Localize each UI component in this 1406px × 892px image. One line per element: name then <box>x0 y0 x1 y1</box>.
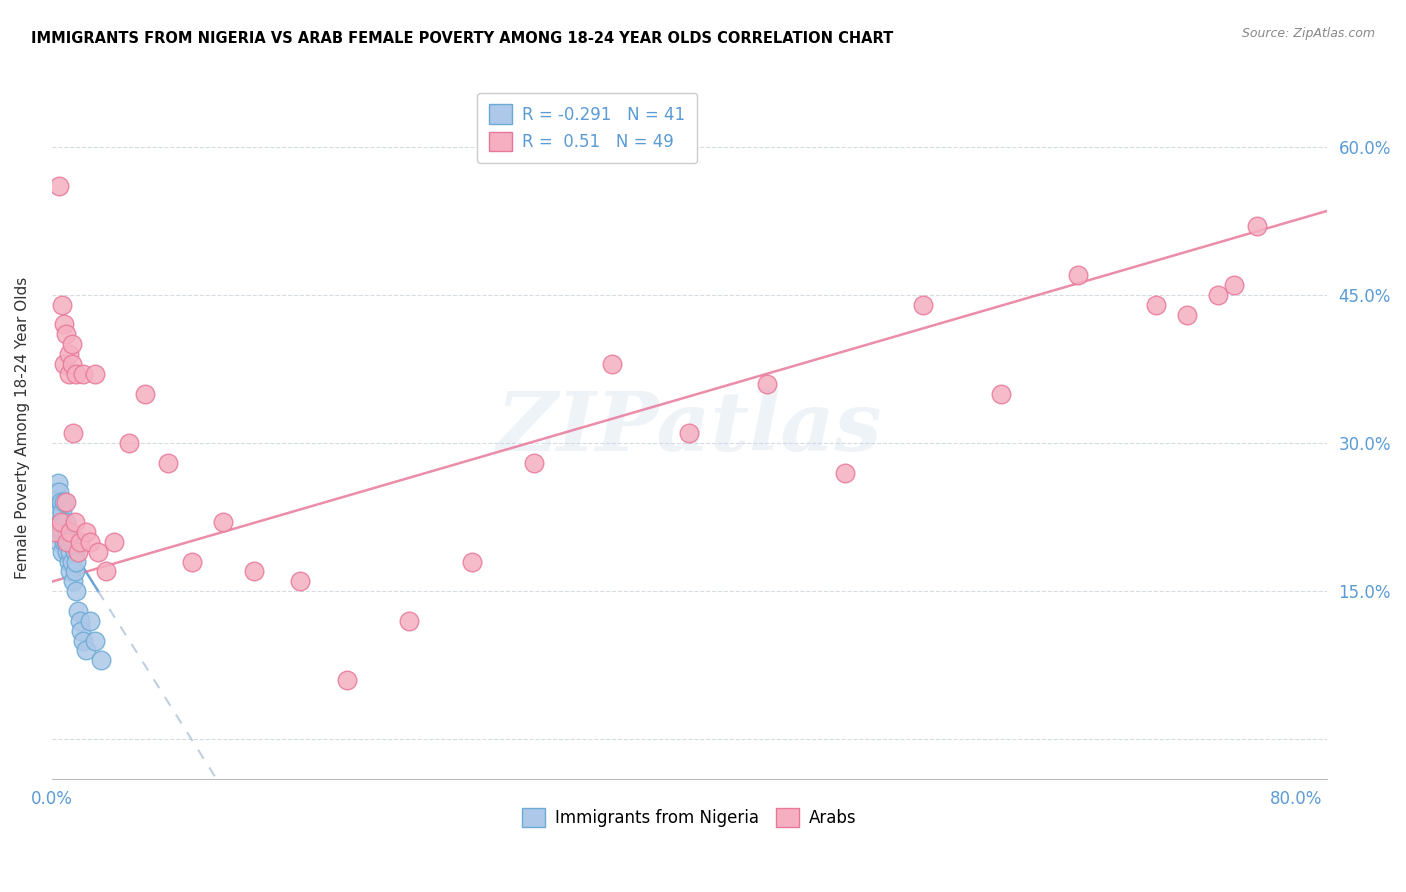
Point <box>44 495 66 509</box>
Point <box>94 565 117 579</box>
Point <box>55 534 77 549</box>
Point <box>103 534 125 549</box>
Point <box>157 456 180 470</box>
Point <box>51 505 73 519</box>
Point <box>62 426 84 441</box>
Point <box>62 574 84 589</box>
Point <box>87 544 110 558</box>
Point <box>60 337 83 351</box>
Point <box>48 485 70 500</box>
Y-axis label: Female Poverty Among 18-24 Year Olds: Female Poverty Among 18-24 Year Olds <box>15 277 30 579</box>
Point <box>1223 277 1246 292</box>
Point <box>72 633 94 648</box>
Point <box>523 456 546 470</box>
Point <box>65 555 87 569</box>
Point <box>75 524 97 539</box>
Point <box>69 534 91 549</box>
Point <box>58 555 80 569</box>
Point <box>63 544 86 558</box>
Point <box>56 524 79 539</box>
Point <box>46 515 69 529</box>
Point <box>60 555 83 569</box>
Point <box>58 367 80 381</box>
Point <box>1144 298 1167 312</box>
Point <box>398 614 420 628</box>
Point <box>336 673 359 687</box>
Point <box>65 584 87 599</box>
Point <box>84 633 107 648</box>
Point <box>69 614 91 628</box>
Point <box>58 534 80 549</box>
Point <box>460 555 482 569</box>
Point <box>48 179 70 194</box>
Text: IMMIGRANTS FROM NIGERIA VS ARAB FEMALE POVERTY AMONG 18-24 YEAR OLDS CORRELATION: IMMIGRANTS FROM NIGERIA VS ARAB FEMALE P… <box>31 31 893 46</box>
Point <box>834 466 856 480</box>
Point <box>756 376 779 391</box>
Point <box>49 495 72 509</box>
Point <box>53 357 76 371</box>
Point <box>63 515 86 529</box>
Point <box>45 485 67 500</box>
Point <box>1175 308 1198 322</box>
Point <box>59 565 82 579</box>
Point <box>49 515 72 529</box>
Point <box>180 555 202 569</box>
Point <box>600 357 623 371</box>
Point <box>44 515 66 529</box>
Point <box>678 426 700 441</box>
Point <box>51 298 73 312</box>
Point <box>49 524 72 539</box>
Point <box>63 565 86 579</box>
Point <box>79 534 101 549</box>
Point <box>51 524 73 539</box>
Point <box>290 574 312 589</box>
Point <box>58 347 80 361</box>
Point <box>56 534 79 549</box>
Point <box>75 643 97 657</box>
Point <box>53 534 76 549</box>
Point <box>72 367 94 381</box>
Point <box>60 357 83 371</box>
Point <box>211 515 233 529</box>
Point <box>48 505 70 519</box>
Point <box>59 544 82 558</box>
Point <box>53 495 76 509</box>
Point <box>48 534 70 549</box>
Point <box>990 386 1012 401</box>
Point <box>118 436 141 450</box>
Point <box>46 475 69 490</box>
Text: Source: ZipAtlas.com: Source: ZipAtlas.com <box>1241 27 1375 40</box>
Point <box>49 515 72 529</box>
Point <box>84 367 107 381</box>
Point <box>51 544 73 558</box>
Point <box>243 565 266 579</box>
Point <box>134 386 156 401</box>
Point <box>911 298 934 312</box>
Point <box>65 367 87 381</box>
Point <box>1208 287 1230 301</box>
Point <box>66 544 89 558</box>
Point <box>79 614 101 628</box>
Point <box>60 534 83 549</box>
Point <box>90 653 112 667</box>
Point <box>55 495 77 509</box>
Legend: Immigrants from Nigeria, Arabs: Immigrants from Nigeria, Arabs <box>516 801 863 834</box>
Point <box>45 505 67 519</box>
Point <box>56 544 79 558</box>
Point <box>44 524 66 539</box>
Point <box>1067 268 1090 282</box>
Point <box>55 515 77 529</box>
Text: ZIPatlas: ZIPatlas <box>496 388 882 468</box>
Point <box>59 524 82 539</box>
Point <box>53 515 76 529</box>
Point <box>1246 219 1268 233</box>
Point <box>53 318 76 332</box>
Point <box>66 604 89 618</box>
Point <box>70 624 93 638</box>
Point <box>55 327 77 342</box>
